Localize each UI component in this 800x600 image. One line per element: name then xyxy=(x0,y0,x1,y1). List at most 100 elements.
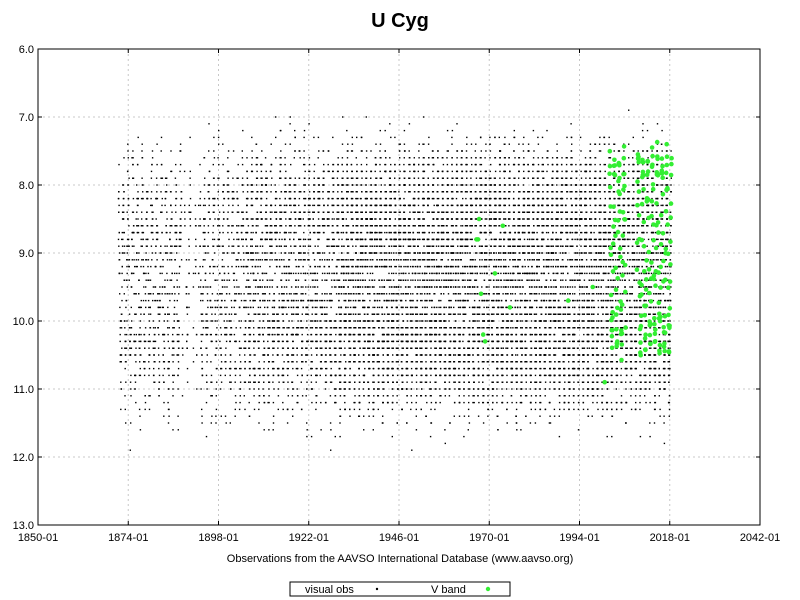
visual-obs-point xyxy=(215,354,217,356)
visual-obs-point xyxy=(280,218,282,220)
visual-obs-point xyxy=(139,347,141,349)
visual-obs-point xyxy=(343,293,345,295)
visual-obs-point xyxy=(264,157,267,159)
visual-obs-point xyxy=(334,395,337,397)
visual-obs-point xyxy=(220,347,222,349)
visual-obs-point xyxy=(245,306,247,309)
visual-obs-point xyxy=(306,388,308,390)
visual-obs-point xyxy=(231,225,233,227)
visual-obs-point xyxy=(319,361,322,363)
visual-obs-point xyxy=(249,374,251,377)
visual-obs-point xyxy=(328,252,331,254)
visual-obs-point xyxy=(303,136,305,139)
visual-obs-point xyxy=(397,286,400,288)
visual-obs-point xyxy=(204,327,207,329)
visual-obs-point xyxy=(199,265,201,268)
visual-obs-point xyxy=(275,157,277,159)
visual-obs-point xyxy=(223,320,225,322)
visual-obs-point xyxy=(267,354,269,356)
visual-obs-point xyxy=(204,204,206,207)
visual-obs-point xyxy=(368,401,370,404)
visual-obs-point xyxy=(227,177,229,179)
visual-obs-point xyxy=(143,272,145,275)
visual-obs-point xyxy=(377,320,379,322)
visual-obs-point xyxy=(287,381,289,383)
visual-obs-point xyxy=(283,306,285,309)
chart-title: U Cyg xyxy=(371,10,429,32)
visual-obs-point xyxy=(121,286,123,288)
visual-obs-point xyxy=(274,252,277,254)
visual-obs-point xyxy=(227,157,229,159)
visual-obs-point xyxy=(369,299,371,302)
visual-obs-point xyxy=(127,157,129,159)
visual-obs-point xyxy=(123,231,125,234)
visual-obs-point xyxy=(140,238,142,241)
visual-obs-point xyxy=(299,245,302,247)
visual-obs-point xyxy=(242,184,244,186)
visual-obs-point xyxy=(171,252,173,254)
visual-obs-point xyxy=(387,361,390,363)
visual-obs-point xyxy=(238,293,240,295)
visual-obs-point xyxy=(343,259,345,261)
visual-obs-point xyxy=(381,327,384,329)
visual-obs-point xyxy=(313,225,315,227)
visual-obs-point xyxy=(144,347,146,349)
visual-obs-point xyxy=(216,347,218,349)
visual-obs-point xyxy=(254,354,256,356)
visual-obs-point xyxy=(287,374,289,377)
visual-obs-point xyxy=(174,293,176,295)
visual-obs-point xyxy=(329,422,332,424)
visual-obs-point xyxy=(373,354,375,356)
visual-obs-point xyxy=(171,293,173,295)
visual-obs-point xyxy=(314,313,317,315)
visual-obs-point xyxy=(352,272,355,275)
visual-obs-point xyxy=(126,252,128,254)
visual-obs-point xyxy=(168,361,170,363)
visual-obs-point xyxy=(209,265,211,268)
visual-obs-point xyxy=(179,265,181,268)
visual-obs-point xyxy=(152,299,154,302)
visual-obs-point xyxy=(283,265,286,268)
visual-obs-point xyxy=(336,245,338,247)
visual-obs-point xyxy=(295,272,297,275)
visual-obs-point xyxy=(359,265,362,268)
visual-obs-point xyxy=(234,340,236,343)
visual-obs-point xyxy=(328,347,331,349)
visual-obs-point xyxy=(220,415,222,417)
visual-obs-point xyxy=(219,306,221,309)
visual-obs-point xyxy=(137,197,139,200)
visual-obs-point xyxy=(313,136,315,139)
visual-obs-point xyxy=(282,374,285,377)
visual-obs-point xyxy=(343,279,345,281)
visual-obs-point xyxy=(375,184,377,186)
visual-obs-point xyxy=(318,231,320,234)
visual-obs-point xyxy=(205,320,207,322)
visual-obs-point xyxy=(133,231,135,234)
visual-obs-point xyxy=(345,327,347,329)
visual-obs-point xyxy=(315,401,317,404)
visual-obs-point xyxy=(229,361,232,363)
visual-obs-point xyxy=(219,340,221,343)
visual-obs-point xyxy=(166,272,168,275)
visual-obs-point xyxy=(128,245,130,247)
visual-obs-point xyxy=(123,245,126,247)
visual-obs-point xyxy=(207,245,209,247)
visual-obs-point xyxy=(203,238,206,241)
visual-obs-point xyxy=(355,197,357,200)
visual-obs-point xyxy=(307,340,309,343)
visual-obs-point xyxy=(249,327,251,329)
visual-obs-point xyxy=(165,252,167,254)
visual-obs-point xyxy=(351,218,353,220)
visual-obs-point xyxy=(393,252,395,254)
visual-obs-point xyxy=(164,293,166,295)
visual-obs-point xyxy=(182,354,184,356)
visual-obs-point xyxy=(164,245,166,247)
visual-obs-point xyxy=(186,347,188,349)
visual-obs-point xyxy=(328,265,330,268)
visual-obs-point xyxy=(255,259,257,261)
visual-obs-point xyxy=(376,361,378,363)
visual-obs-point xyxy=(380,197,382,200)
visual-obs-point xyxy=(285,306,287,309)
visual-obs-point xyxy=(129,333,131,336)
visual-obs-point xyxy=(332,136,334,139)
